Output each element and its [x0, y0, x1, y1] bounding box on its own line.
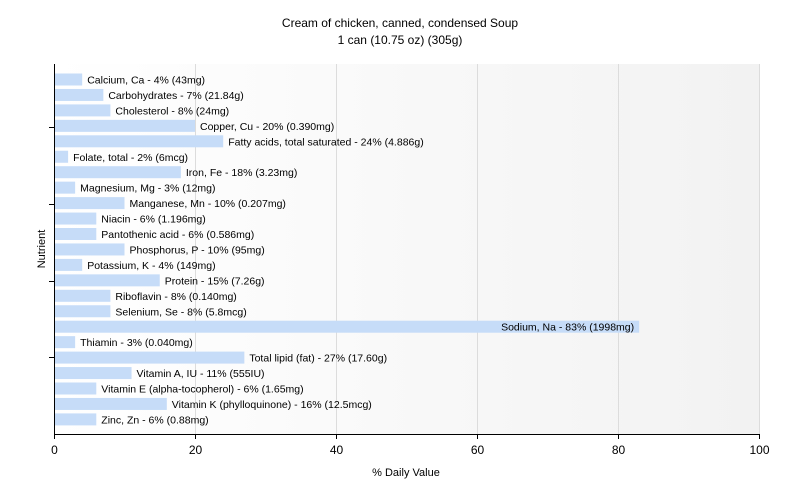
bar-label-6: Iron, Fe - 18% (3.23mg): [186, 167, 297, 179]
bar-label-16: Sodium, Na - 83% (1998mg): [501, 322, 634, 334]
bar-4: [55, 135, 224, 148]
bar-3: [55, 119, 195, 132]
x-tick-label-80: 80: [612, 443, 626, 457]
bar-label-4: Fatty acids, total saturated - 24% (4.88…: [228, 136, 424, 148]
chart-title: Cream of chicken, canned, condensed Soup: [282, 16, 518, 30]
bar-16: [55, 320, 640, 333]
x-tick-label-40: 40: [330, 443, 344, 457]
bar-7: [55, 181, 76, 194]
bar-label-8: Manganese, Mn - 10% (0.207mg): [130, 198, 286, 210]
bar-labels: Calcium, Ca - 4% (43mg) Carbohydrates - 7…: [73, 75, 634, 427]
bar-18: [55, 351, 245, 364]
bar-8: [55, 197, 125, 210]
gridlines: [195, 64, 760, 434]
bar-label-3: Copper, Cu - 20% (0.390mg): [200, 121, 334, 133]
x-tick-label-100: 100: [749, 443, 769, 457]
bar-label-12: Potassium, K - 4% (149mg): [87, 260, 215, 272]
bar-label-21: Vitamin K (phylloquinone) - 16% (12.5mcg…: [172, 399, 372, 411]
x-tick-label-20: 20: [189, 443, 203, 457]
bar-label-1: Carbohydrates - 7% (21.84g): [108, 90, 243, 102]
bar-label-14: Riboflavin - 8% (0.140mg): [115, 291, 236, 303]
bar-22: [55, 413, 97, 426]
bar-17: [55, 336, 76, 349]
bar-label-0: Calcium, Ca - 4% (43mg): [87, 75, 205, 87]
bar-20: [55, 382, 97, 395]
bar-label-17: Thiamin - 3% (0.040mg): [80, 337, 193, 349]
y-axis-label: Nutrient: [36, 230, 48, 269]
bar-label-15: Selenium, Se - 8% (5.8mcg): [115, 306, 246, 318]
bar-label-5: Folate, total - 2% (6mcg): [73, 152, 188, 164]
bar-14: [55, 289, 111, 302]
bar-label-19: Vitamin A, IU - 11% (555IU): [137, 368, 265, 380]
bar-1: [55, 88, 104, 101]
axes: 0 20 40 60 80 100: [49, 64, 770, 457]
bar-19: [55, 367, 132, 380]
x-axis-label: % Daily Value: [372, 467, 440, 479]
bar-15: [55, 305, 111, 318]
bar-5: [55, 150, 69, 163]
bar-label-20: Vitamin E (alpha-tocopherol) - 6% (1.65m…: [101, 384, 303, 396]
bar-21: [55, 397, 167, 410]
bar-label-2: Cholesterol - 8% (24mg): [115, 105, 229, 117]
bar-label-7: Magnesium, Mg - 3% (12mg): [80, 183, 215, 195]
bar-13: [55, 274, 160, 287]
bar-label-13: Protein - 15% (7.26g): [165, 275, 265, 287]
bar-label-18: Total lipid (fat) - 27% (17.60g): [249, 353, 387, 365]
bar-6: [55, 166, 181, 179]
bar-12: [55, 258, 83, 271]
bar-label-22: Zinc, Zn - 6% (0.88mg): [101, 414, 208, 426]
bars: [55, 73, 640, 426]
bar-2: [55, 104, 111, 117]
bar-10: [55, 228, 97, 240]
chart-subtitle: 1 can (10.75 oz) (305g): [338, 33, 463, 47]
bar-9: [55, 212, 97, 225]
bar-11: [55, 243, 125, 256]
bar-label-11: Phosphorus, P - 10% (95mg): [130, 244, 265, 256]
x-tick-label-0: 0: [51, 443, 58, 457]
bar-label-10: Pantothenic acid - 6% (0.586mg): [101, 229, 254, 241]
bar-0: [55, 73, 83, 86]
bar-label-9: Niacin - 6% (1.196mg): [101, 214, 205, 226]
x-tick-label-60: 60: [471, 443, 485, 457]
